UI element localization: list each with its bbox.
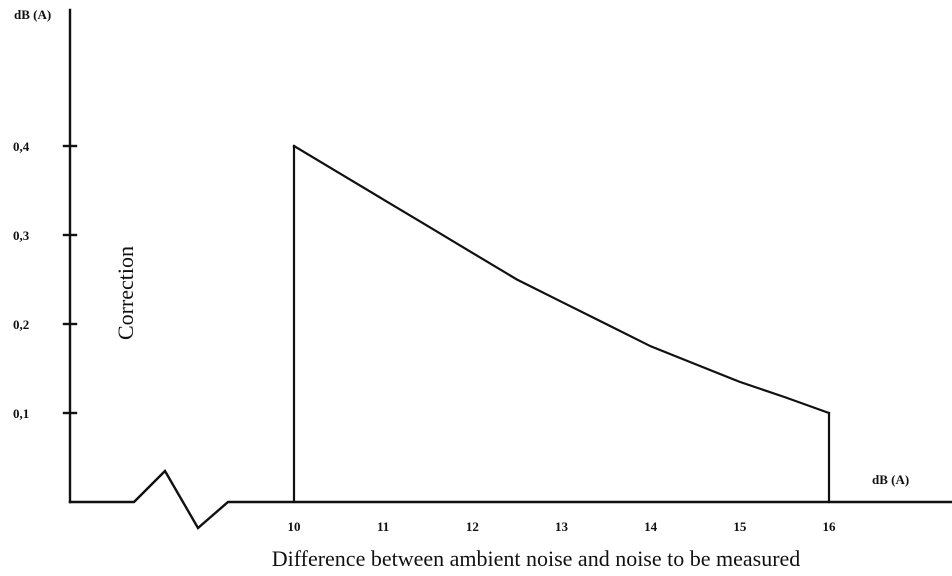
x-axis-line-with-break xyxy=(68,469,952,530)
x-tick-label-16: 16 xyxy=(823,519,837,534)
x-tick-label-15: 15 xyxy=(733,519,747,534)
y-tick-label-0-3: 0,3 xyxy=(13,228,30,243)
x-tick-label-14: 14 xyxy=(644,519,658,534)
series-layer xyxy=(292,144,831,504)
labels-layer: dB (A) dB (A) Correction Difference betw… xyxy=(13,7,909,571)
x-axis-title: Difference between ambient noise and noi… xyxy=(272,546,801,571)
x-tick-label-12: 12 xyxy=(466,519,479,534)
x-tick-label-11: 11 xyxy=(377,519,389,534)
x-tick-label-10: 10 xyxy=(288,519,301,534)
y-tick-label-0-4: 0,4 xyxy=(13,139,30,154)
y-axis-unit-label: dB (A) xyxy=(14,7,51,22)
correction-curve xyxy=(292,144,831,415)
x-tick-label-13: 13 xyxy=(555,519,569,534)
y-tick-label-0-1: 0,1 xyxy=(13,406,29,421)
y-axis-title: Correction xyxy=(113,246,138,340)
axes xyxy=(62,8,952,530)
y-tick-label-0-2: 0,2 xyxy=(13,317,29,332)
x-axis-unit-label: dB (A) xyxy=(872,472,909,487)
